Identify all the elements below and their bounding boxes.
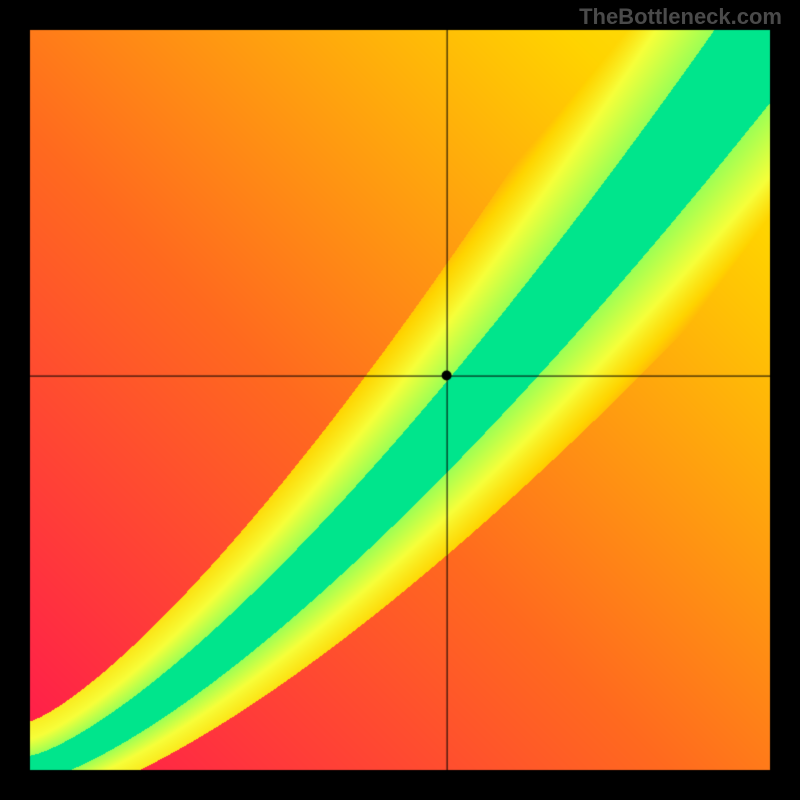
- watermark-text: TheBottleneck.com: [579, 4, 782, 30]
- root: TheBottleneck.com: [0, 0, 800, 800]
- bottleneck-heatmap: [0, 0, 800, 800]
